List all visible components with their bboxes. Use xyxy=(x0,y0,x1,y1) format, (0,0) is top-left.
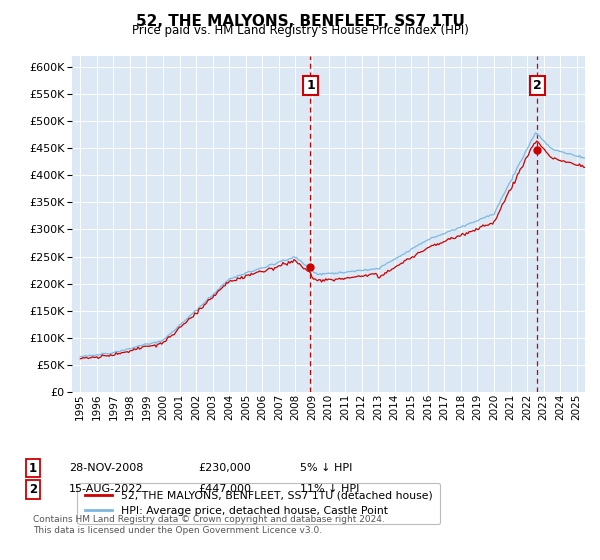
Text: 11% ↓ HPI: 11% ↓ HPI xyxy=(300,484,359,494)
Text: £447,000: £447,000 xyxy=(198,484,251,494)
Text: 5% ↓ HPI: 5% ↓ HPI xyxy=(300,463,352,473)
Text: 2: 2 xyxy=(533,80,542,92)
Text: Price paid vs. HM Land Registry's House Price Index (HPI): Price paid vs. HM Land Registry's House … xyxy=(131,24,469,36)
Point xyxy=(305,263,315,272)
Text: 2: 2 xyxy=(29,483,37,496)
Text: This data is licensed under the Open Government Licence v3.0.: This data is licensed under the Open Gov… xyxy=(33,526,322,535)
Text: 52, THE MALYONS, BENFLEET, SS7 1TU: 52, THE MALYONS, BENFLEET, SS7 1TU xyxy=(136,14,464,29)
Text: 1: 1 xyxy=(306,80,315,92)
Legend: 52, THE MALYONS, BENFLEET, SS7 1TU (detached house), HPI: Average price, detache: 52, THE MALYONS, BENFLEET, SS7 1TU (deta… xyxy=(77,483,440,524)
Point xyxy=(533,145,542,154)
Text: 1: 1 xyxy=(29,461,37,475)
Text: £230,000: £230,000 xyxy=(198,463,251,473)
Text: 28-NOV-2008: 28-NOV-2008 xyxy=(69,463,143,473)
Text: 15-AUG-2022: 15-AUG-2022 xyxy=(69,484,143,494)
Text: Contains HM Land Registry data © Crown copyright and database right 2024.: Contains HM Land Registry data © Crown c… xyxy=(33,515,385,524)
